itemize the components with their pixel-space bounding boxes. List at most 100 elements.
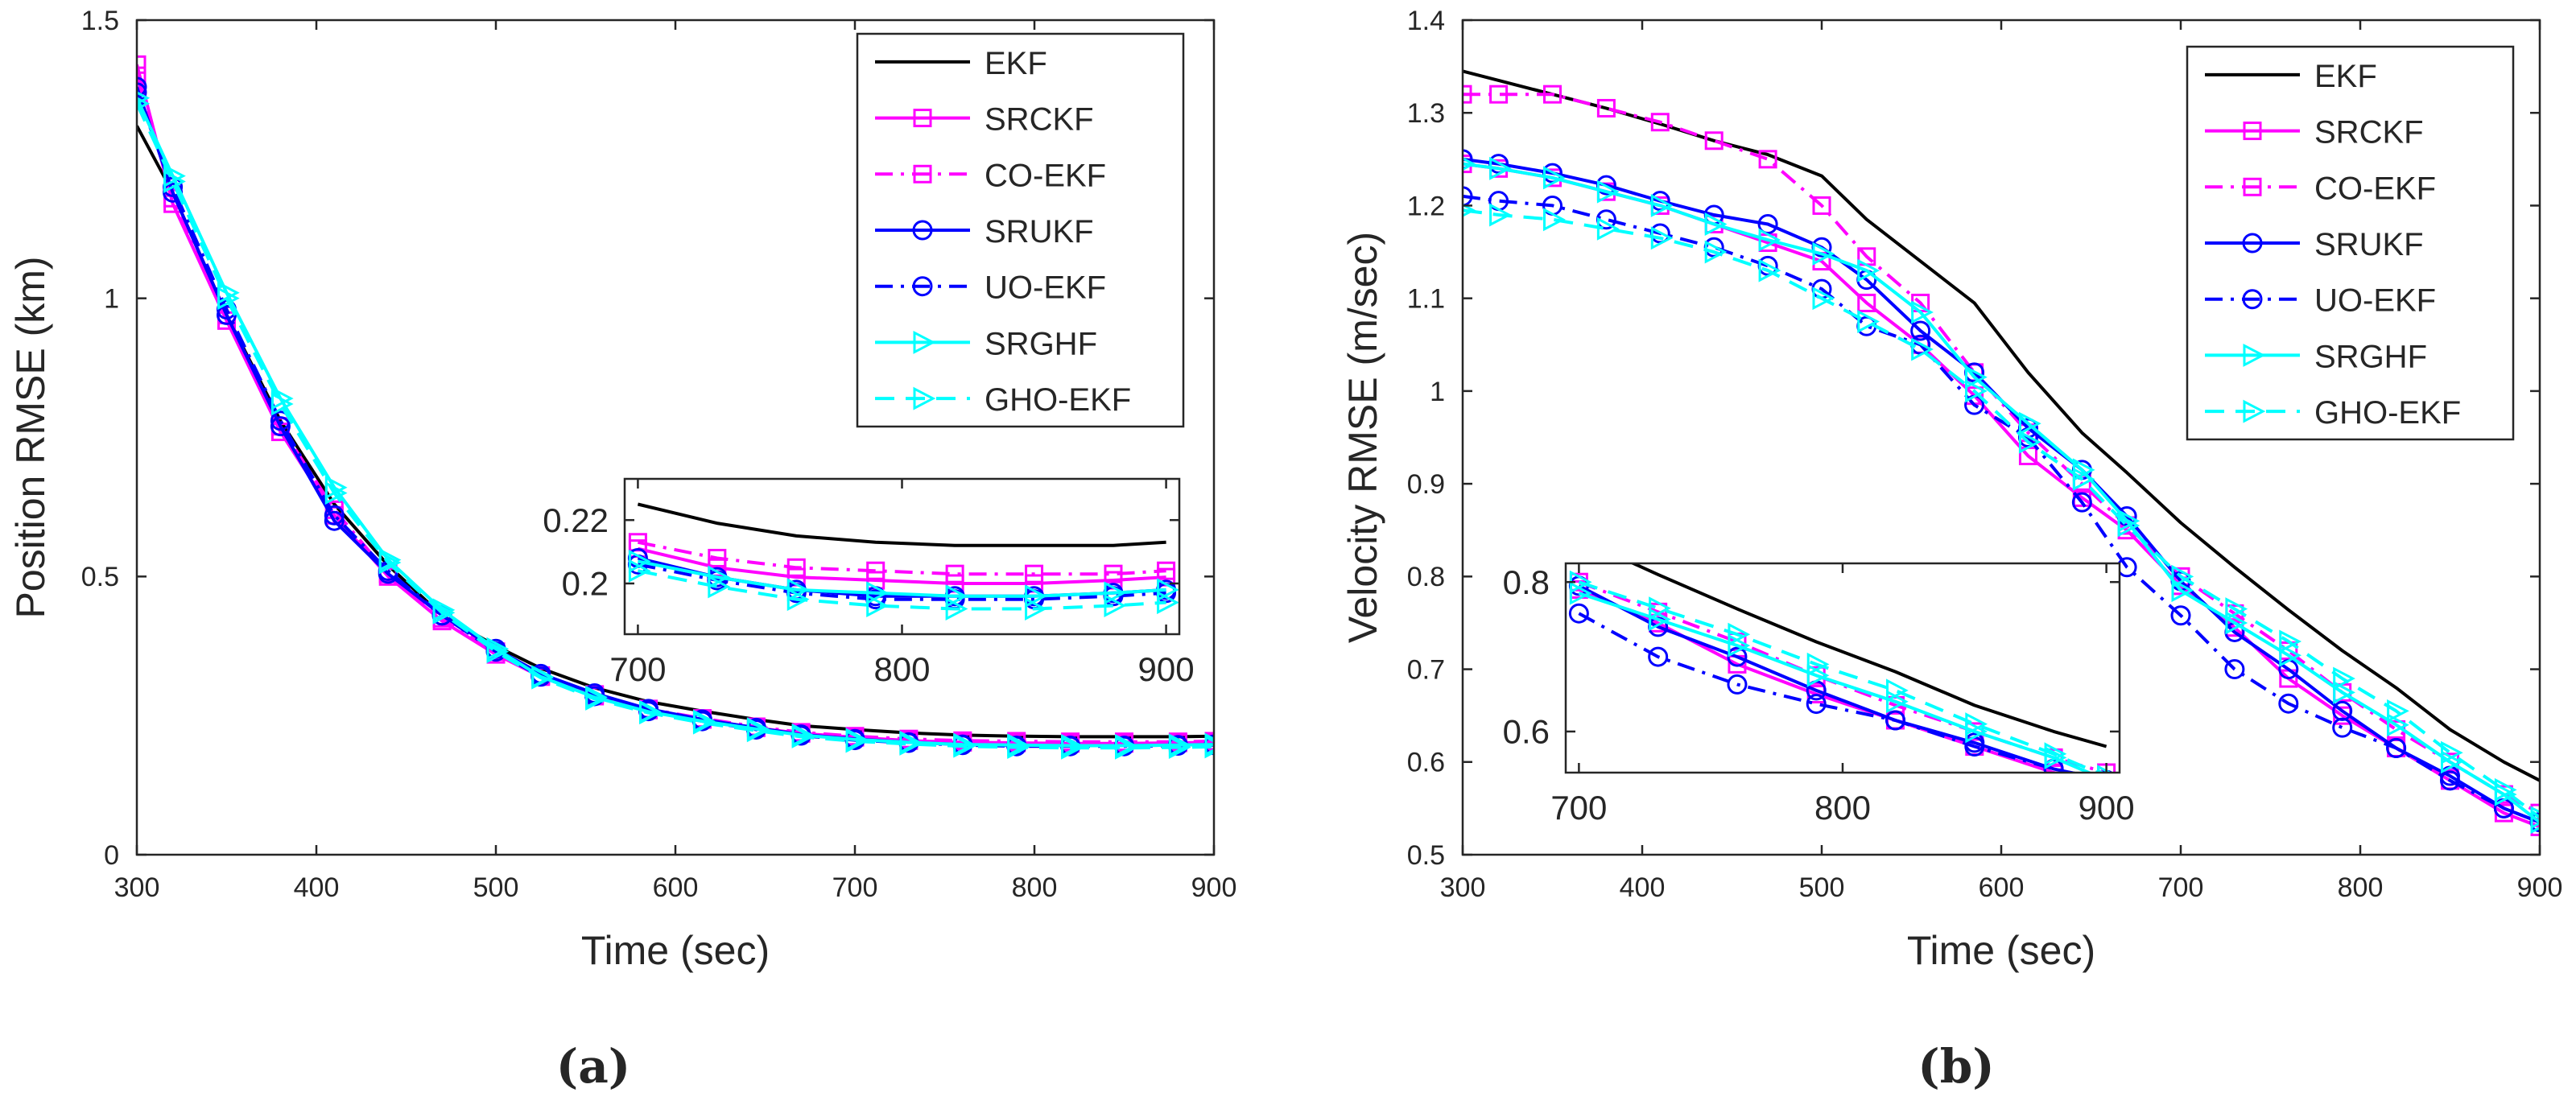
position-chart-point-srukf xyxy=(270,416,291,437)
velocity-chart-point-srghf xyxy=(2225,611,2248,635)
velocity-chart-point-gho-ekf xyxy=(1911,337,1934,361)
position-chart-legend-label-srckf: SRCKF xyxy=(985,102,1094,138)
velocity-chart-point-srghf xyxy=(2387,713,2409,737)
position-chart-x-tick-label: 400 xyxy=(294,872,340,903)
velocity-chart-inset-point-gho-ekf xyxy=(2097,765,2112,773)
velocity-chart-legend-label-gho-ekf: GHO-EKF xyxy=(2314,395,2461,431)
position-chart-x-axis-label: Time (sec) xyxy=(581,928,770,973)
position-chart-line-ekf xyxy=(137,125,1214,739)
velocity-chart-x-axis-label: Time (sec) xyxy=(1907,928,2095,973)
velocity-chart-x-tick-label: 700 xyxy=(2158,872,2204,903)
velocity-chart-point-gho-ekf xyxy=(1543,208,1566,232)
velocity-chart-y-tick-label: 0.7 xyxy=(1407,654,1445,685)
position-chart-point-gho-ekf xyxy=(899,732,923,756)
velocity-chart-y-tick-label: 0.6 xyxy=(1407,748,1445,778)
velocity-chart-inset-point-uo-ekf xyxy=(1568,603,1589,624)
velocity-chart-inset-point-srghf xyxy=(1649,608,1671,632)
position-chart-point-gho-ekf xyxy=(845,729,869,753)
position-chart-legend-label-uo-ekf: UO-EKF xyxy=(985,270,1106,306)
velocity-chart-point-srghf xyxy=(2333,680,2355,704)
position-chart-legend-label-srghf: SRGHF xyxy=(985,326,1097,361)
position-chart-inset: 700 800 900 0.2 0.22 xyxy=(543,477,1195,688)
velocity-chart-point-gho-ekf xyxy=(1704,240,1728,264)
position-chart-point-gho-ekf xyxy=(217,287,240,311)
position-chart-inset-point-gho-ekf xyxy=(628,559,651,583)
position-chart-line-uo-ekf xyxy=(137,92,1214,748)
velocity-chart-point-srukf xyxy=(1757,213,1778,234)
position-chart-inset-x-tick-label: 900 xyxy=(1138,650,1195,688)
position-chart-inset-point-gho-ekf xyxy=(1157,591,1179,615)
velocity-chart-point-uo-ekf xyxy=(1463,186,1473,207)
position-chart-point-co-ekf xyxy=(137,66,147,85)
position-chart-inset-x-tick-label: 700 xyxy=(609,650,666,688)
position-chart-point-gho-ekf xyxy=(486,640,510,664)
position-chart-point-gho-ekf xyxy=(1204,735,1214,759)
velocity-chart-point-gho-ekf xyxy=(1857,309,1880,333)
velocity-chart-inset-point-srghf xyxy=(1569,581,1592,605)
position-chart-inset-point-co-ekf xyxy=(1025,564,1044,583)
position-chart-legend-marker-co-ekf xyxy=(913,164,932,183)
position-chart-point-srckf xyxy=(137,55,147,74)
position-chart-inset-point-co-ekf xyxy=(1157,561,1176,580)
velocity-chart-inset-point-uo-ekf xyxy=(1648,646,1669,667)
velocity-chart-inset-series-ekf xyxy=(1629,563,2107,748)
velocity-chart-point-uo-ekf xyxy=(2332,717,2353,738)
velocity-chart-x-tick-label: 300 xyxy=(1440,872,1486,903)
velocity-chart-legend-marker-gho-ekf xyxy=(2243,399,2266,423)
position-chart-point-gho-ekf xyxy=(585,687,608,711)
velocity-chart-point-gho-ekf xyxy=(2530,806,2540,830)
velocity-chart-inset-point-srghf xyxy=(1728,633,1751,658)
position-chart-inset-line-srckf xyxy=(637,546,1166,585)
velocity-chart-point-co-ekf xyxy=(1543,85,1562,104)
velocity-chart-inset-point-uo-ekf xyxy=(1806,694,1827,715)
position-chart-series-gho-ekf xyxy=(137,97,1214,760)
velocity-chart-legend-marker-srghf xyxy=(2243,343,2266,367)
position-chart-inset-line-srghf xyxy=(638,559,1166,598)
velocity-chart-point-gho-ekf xyxy=(1489,203,1512,227)
velocity-chart-point-srghf xyxy=(1489,156,1512,180)
position-chart-inset-point-srghf xyxy=(945,584,968,608)
position-chart-point-srukf xyxy=(137,76,147,97)
position-chart-inset-point-gho-ekf xyxy=(945,597,968,621)
position-chart-inset-y-tick-label: 0.22 xyxy=(543,501,609,539)
velocity-chart-y-tick-label: 0.5 xyxy=(1407,840,1445,871)
velocity-chart-legend-marker-co-ekf xyxy=(2243,177,2262,196)
velocity-chart-point-gho-ekf xyxy=(1650,226,1674,250)
velocity-chart-point-gho-ekf xyxy=(1758,258,1781,282)
velocity-chart-point-uo-ekf xyxy=(2278,693,2299,714)
position-chart-inset-point-co-ekf xyxy=(866,561,886,580)
velocity-chart-legend-label-srckf: SRCKF xyxy=(2314,115,2424,150)
velocity-chart-inset-point-gho-ekf xyxy=(1806,652,1830,676)
velocity-chart-point-srukf xyxy=(1910,320,1931,341)
velocity-chart-inset-point-srghf xyxy=(1806,663,1830,687)
position-chart-inset-series-ekf xyxy=(637,502,1166,547)
velocity-chart-point-srghf xyxy=(1543,166,1566,190)
velocity-chart-line-ekf xyxy=(1463,69,2540,782)
velocity-chart-inset-y-tick-label: 0.6 xyxy=(1503,713,1550,751)
velocity-chart-point-co-ekf xyxy=(1812,196,1831,215)
position-chart-inset-x-tick-label: 800 xyxy=(873,650,930,688)
position-chart-inset-point-gho-ekf xyxy=(708,575,731,599)
position-chart-point-uo-ekf xyxy=(324,505,345,526)
position-chart-inset-line-ekf xyxy=(637,502,1166,547)
velocity-chart-point-co-ekf xyxy=(1704,131,1724,150)
position-chart-y-tick-label: 1 xyxy=(104,284,119,315)
velocity-chart-inset-point-uo-ekf xyxy=(1885,710,1906,731)
position-chart-inset-point-gho-ekf xyxy=(1104,594,1127,618)
position-chart-point-gho-ekf xyxy=(639,701,662,725)
position-chart-legend-label-ekf: EKF xyxy=(985,46,1047,81)
velocity-chart-point-srghf xyxy=(1650,193,1674,217)
position-chart-series-ekf xyxy=(137,125,1214,739)
position-chart-legend-label-gho-ekf: GHO-EKF xyxy=(985,382,1131,418)
position-chart-inset-y-tick-label: 0.2 xyxy=(562,565,609,603)
position-chart-legend-marker-srckf xyxy=(913,109,932,128)
position-chart-point-gho-ekf xyxy=(1007,736,1030,760)
velocity-chart-y-tick-label: 0.9 xyxy=(1407,469,1445,500)
chart-panel-a: 300 400 500 600 700 800 900 0 0.5 1 1.5 Time (sec) P… xyxy=(8,6,1236,973)
position-chart-point-gho-ekf xyxy=(432,600,456,625)
velocity-chart-inset-series-srghf xyxy=(1569,581,2106,773)
position-chart-point-gho-ekf xyxy=(270,392,294,416)
velocity-chart-line-uo-ekf xyxy=(1463,194,2540,824)
position-chart-inset-point-gho-ekf xyxy=(1025,597,1047,621)
position-chart-legend-marker-srghf xyxy=(913,330,936,354)
